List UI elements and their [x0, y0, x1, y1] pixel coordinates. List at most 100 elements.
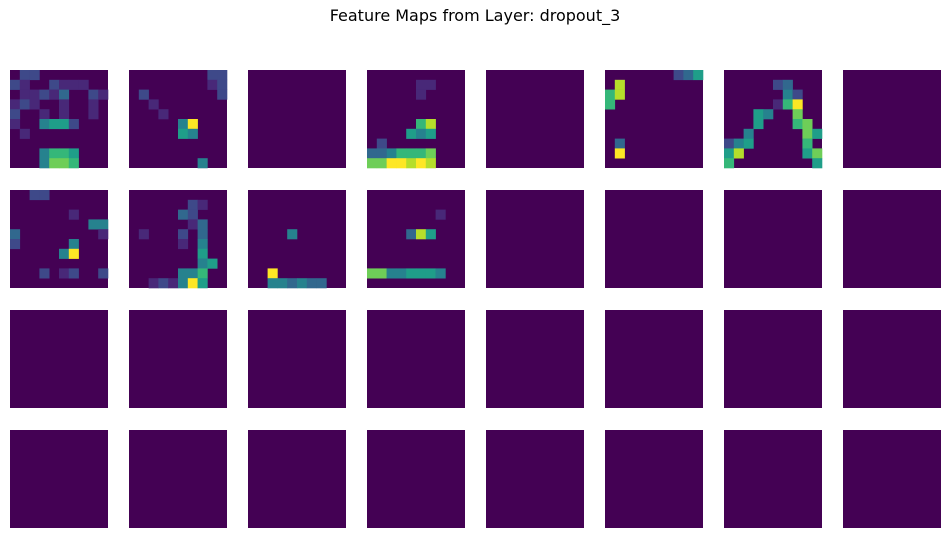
heatmap-cell — [217, 89, 228, 100]
heatmap-cell — [425, 158, 436, 169]
heatmap-cell — [267, 268, 278, 279]
heatmap-cell — [724, 148, 735, 159]
heatmap-cell — [59, 148, 70, 159]
heatmap-cell — [19, 99, 30, 110]
heatmap-cell — [724, 158, 735, 169]
heatmap-cell — [416, 119, 427, 130]
heatmap-cell — [802, 138, 813, 149]
heatmap-cell — [88, 109, 99, 120]
heatmap-cell — [416, 79, 427, 90]
heatmap-cell — [187, 119, 198, 130]
heatmap-cell — [78, 79, 89, 90]
heatmap-cell — [197, 219, 208, 230]
heatmap-cell — [49, 158, 60, 169]
heatmap-cell — [802, 119, 813, 130]
heatmap-cell — [396, 268, 407, 279]
heatmap-cell — [763, 109, 774, 120]
feature-map-background — [724, 430, 822, 528]
heatmap-cell — [168, 278, 179, 289]
heatmap-cell — [802, 148, 813, 159]
heatmap-cell — [59, 89, 70, 100]
feature-map-9 — [10, 190, 109, 288]
heatmap-cell — [187, 199, 198, 210]
heatmap-cell — [49, 89, 60, 100]
heatmap-cell — [812, 158, 823, 169]
heatmap-cell — [187, 209, 198, 220]
heatmap-cell — [88, 99, 99, 110]
heatmap-cell — [138, 89, 149, 100]
heatmap-cell — [207, 258, 218, 269]
heatmap-cell — [792, 89, 803, 100]
heatmap-cell — [68, 79, 79, 90]
feature-map-14 — [605, 190, 703, 288]
feature-map-17 — [10, 310, 108, 408]
heatmap-cell — [267, 278, 278, 289]
heatmap-cell — [316, 278, 327, 289]
heatmap-cell — [376, 148, 387, 159]
heatmap-cell — [59, 109, 70, 120]
heatmap-cell — [217, 70, 228, 81]
feature-map-20 — [367, 310, 465, 408]
heatmap-cell — [19, 89, 30, 100]
heatmap-cell — [39, 119, 50, 130]
heatmap-cell — [614, 89, 625, 100]
heatmap-cell — [29, 99, 40, 110]
feature-map-31 — [724, 430, 822, 528]
feature-map-10 — [129, 190, 227, 289]
feature-map-19 — [248, 310, 346, 408]
heatmap-cell — [88, 219, 99, 230]
feature-map-background — [605, 430, 703, 528]
heatmap-cell — [98, 229, 109, 240]
heatmap-cell — [367, 148, 378, 159]
feature-map-11 — [248, 190, 346, 289]
heatmap-cell — [59, 79, 70, 90]
feature-map-27 — [248, 430, 346, 528]
heatmap-cell — [753, 119, 764, 130]
heatmap-cell — [406, 158, 417, 169]
heatmap-cell — [277, 278, 288, 289]
feature-map-background — [10, 430, 108, 528]
heatmap-cell — [812, 148, 823, 159]
heatmap-cell — [178, 119, 189, 130]
heatmap-cell — [306, 278, 317, 289]
heatmap-cell — [614, 79, 625, 90]
heatmap-cell — [673, 70, 684, 81]
heatmap-cell — [416, 128, 427, 139]
heatmap-cell — [743, 128, 754, 139]
heatmap-cell — [10, 119, 21, 130]
feature-map-15 — [724, 190, 822, 288]
heatmap-cell — [68, 148, 79, 159]
feature-map-background — [10, 310, 108, 408]
heatmap-cell — [187, 128, 198, 139]
heatmap-cell — [19, 128, 30, 139]
feature-map-30 — [605, 430, 703, 528]
heatmap-cell — [733, 148, 744, 159]
heatmap-cell — [39, 148, 50, 159]
feature-map-23 — [724, 310, 822, 408]
heatmap-cell — [693, 70, 704, 81]
feature-map-26 — [129, 430, 227, 528]
heatmap-cell — [724, 138, 735, 149]
feature-map-background — [605, 190, 703, 288]
heatmap-cell — [217, 79, 228, 90]
heatmap-cell — [98, 219, 109, 230]
feature-map-16 — [843, 190, 941, 288]
feature-map-background — [486, 190, 584, 288]
feature-map-21 — [486, 310, 584, 408]
feature-map-background — [605, 310, 703, 408]
feature-map-12 — [367, 190, 465, 288]
heatmap-cell — [10, 79, 21, 90]
heatmap-cell — [19, 70, 30, 81]
heatmap-cell — [782, 99, 793, 110]
heatmap-cell — [792, 99, 803, 110]
heatmap-cell — [197, 278, 208, 289]
heatmap-cell — [753, 109, 764, 120]
heatmap-cell — [49, 79, 60, 90]
heatmap-cell — [88, 89, 99, 100]
heatmap-cell — [425, 148, 436, 159]
heatmap-cell — [178, 229, 189, 240]
heatmap-cell — [197, 248, 208, 259]
feature-map-3 — [248, 70, 346, 168]
heatmap-cell — [197, 158, 208, 169]
